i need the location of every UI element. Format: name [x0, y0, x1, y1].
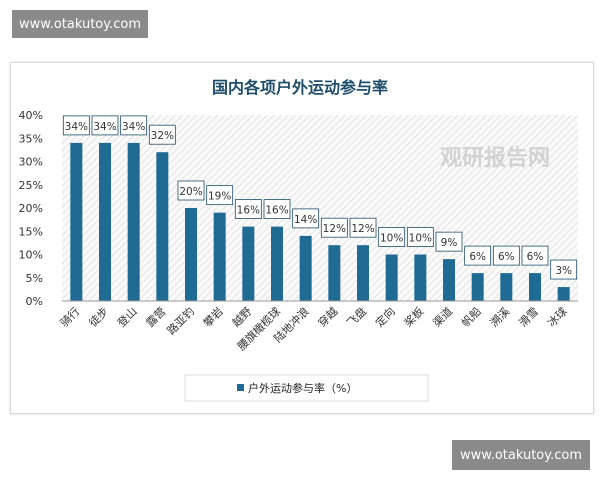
- y-tick-label: 40%: [19, 109, 43, 122]
- x-tick-label: 冰球: [544, 304, 569, 329]
- y-tick-label: 5%: [26, 272, 43, 285]
- bar: [357, 245, 369, 301]
- data-label: 6%: [527, 251, 544, 263]
- x-tick-label: 露营: [143, 304, 168, 329]
- data-label: 16%: [237, 205, 260, 217]
- x-tick-label: 徒步: [86, 304, 111, 329]
- bar: [70, 142, 83, 301]
- bar: [443, 259, 455, 301]
- data-label: 32%: [151, 130, 174, 142]
- bar: [529, 273, 541, 301]
- data-label-box: [120, 115, 148, 136]
- data-label: 20%: [179, 186, 202, 198]
- bar: [414, 254, 427, 301]
- x-tick-label: 骑行: [58, 305, 83, 330]
- data-label: 19%: [208, 191, 231, 203]
- x-tick-label: 定向: [372, 304, 397, 329]
- data-label-box: [349, 217, 377, 238]
- plot-area: [62, 115, 578, 301]
- data-label: 10%: [380, 233, 403, 245]
- center-watermark: 观研报告网: [440, 146, 550, 171]
- x-tick-label: 攀岩: [200, 304, 225, 329]
- data-label-box: [206, 185, 234, 206]
- data-label-box: [435, 231, 463, 252]
- bar: [242, 226, 255, 301]
- y-tick-label: 35%: [19, 132, 43, 145]
- x-tick-label: 滑雪: [516, 305, 541, 330]
- data-label: 9%: [441, 237, 458, 249]
- data-label: 34%: [122, 121, 145, 133]
- data-label-box: [62, 115, 90, 136]
- y-tick-label: 15%: [19, 225, 43, 238]
- y-tick-label: 10%: [19, 249, 43, 262]
- data-label-box: [521, 245, 549, 266]
- bar: [185, 208, 197, 301]
- y-tick-label: 0%: [26, 295, 43, 308]
- watermark-top: www.otakutoy.com: [12, 10, 148, 38]
- bar: [99, 142, 111, 301]
- y-tick-label: 25%: [19, 179, 43, 192]
- x-tick-label: 飞盘: [344, 304, 369, 329]
- chart-title: 国内各项户外运动参与率: [212, 78, 388, 97]
- data-label: 12%: [351, 223, 374, 235]
- y-tick-label: 30%: [19, 156, 43, 169]
- data-label-box: [406, 227, 434, 247]
- x-tick-label: 路亚钓: [164, 304, 197, 337]
- bar: [271, 226, 283, 301]
- bar: [156, 152, 169, 301]
- data-label: 10%: [409, 233, 432, 245]
- x-tick-label: 桨板: [401, 304, 426, 329]
- data-label: 12%: [323, 223, 346, 235]
- x-tick-label: 穿越: [315, 304, 340, 329]
- data-label-box: [292, 208, 320, 229]
- data-label: 6%: [469, 251, 486, 263]
- legend-swatch: [237, 384, 244, 391]
- bar: [299, 235, 312, 301]
- data-label: 16%: [265, 205, 288, 217]
- data-label-box: [177, 180, 205, 201]
- legend-label: 户外运动参与率（%）: [248, 381, 357, 395]
- data-label-box: [550, 259, 578, 280]
- data-label: 3%: [555, 265, 572, 277]
- data-label: 34%: [93, 121, 116, 133]
- bar: [557, 287, 570, 301]
- bar: [213, 212, 226, 301]
- data-label: 14%: [294, 214, 317, 226]
- data-label-box: [234, 199, 262, 220]
- data-label-box: [378, 227, 406, 247]
- x-tick-label: 帆船: [458, 304, 483, 329]
- data-label-box: [91, 115, 119, 136]
- watermark-bottom: www.otakutoy.com: [452, 440, 590, 470]
- bar: [471, 273, 484, 301]
- legend: [184, 374, 429, 402]
- x-tick-label: 登山: [114, 304, 139, 329]
- data-label-box: [263, 199, 291, 220]
- bar: [328, 245, 341, 301]
- data-label-box: [148, 124, 176, 145]
- y-tick-label: 20%: [19, 202, 43, 215]
- data-label-box: [464, 245, 492, 266]
- bar: [127, 142, 140, 301]
- data-label-box: [492, 245, 520, 266]
- data-label-box: [320, 217, 348, 238]
- data-label: 6%: [498, 251, 515, 263]
- x-tick-label: 溯溪: [488, 305, 513, 330]
- x-tick-label: 越野: [229, 304, 254, 329]
- bar: [385, 254, 398, 301]
- bar: [500, 273, 513, 301]
- data-label: 34%: [65, 121, 88, 133]
- x-tick-label: 渠道: [430, 304, 455, 329]
